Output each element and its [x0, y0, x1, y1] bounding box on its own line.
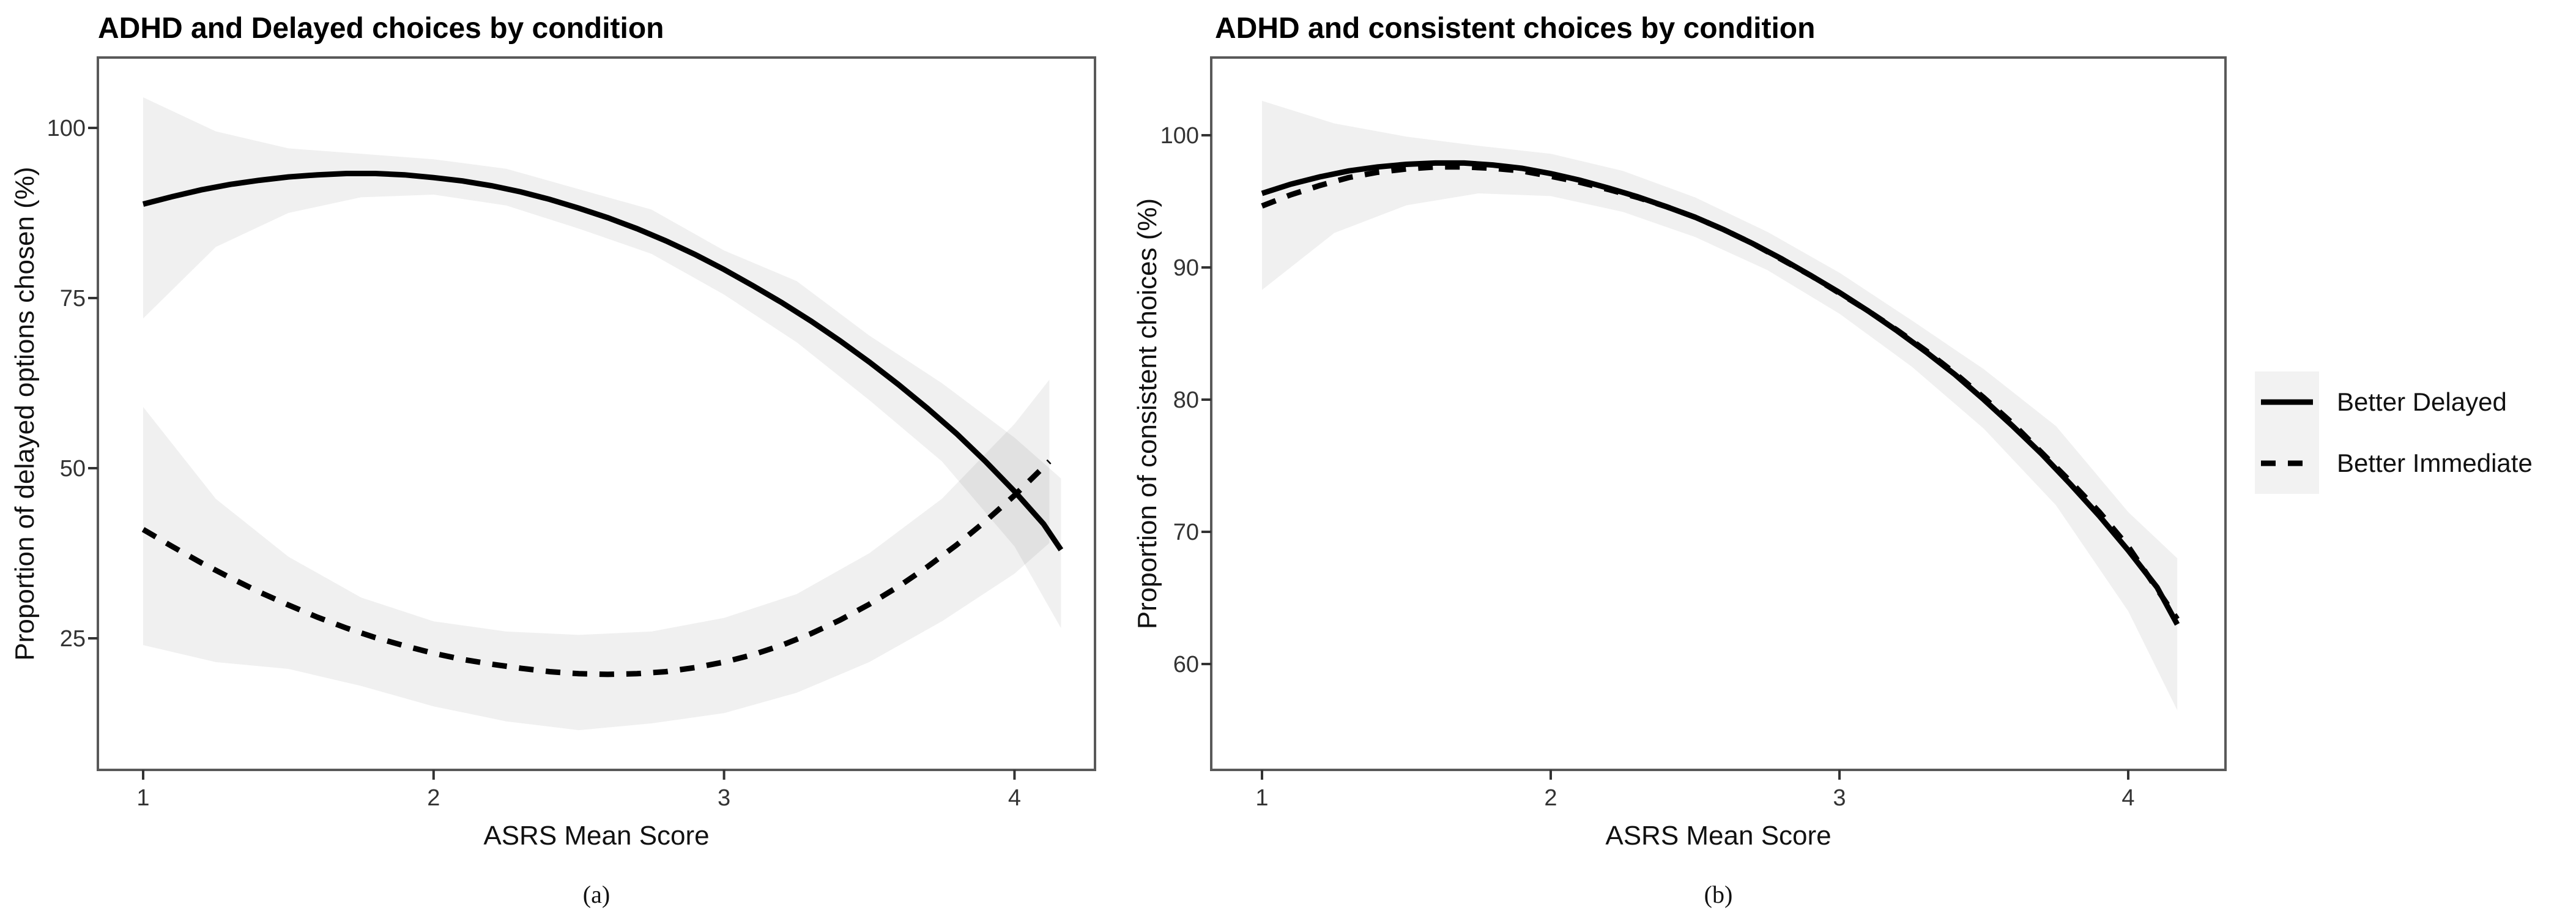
panel-b-x-axis-title: ASRS Mean Score	[1605, 821, 1831, 851]
panel-a-title: ADHD and Delayed choices by condition	[98, 12, 664, 45]
legend-label-better-immediate: Better Immediate	[2337, 449, 2533, 477]
panel-border	[97, 56, 1096, 771]
x-axis-tick-label: 2	[427, 785, 440, 811]
x-axis-tick-label: 1	[136, 785, 149, 811]
panel-a-caption: (a)	[583, 881, 610, 908]
y-axis-tick-label: 25	[60, 626, 86, 652]
confidence-band-solid	[1262, 100, 2178, 711]
series-line-solid	[1261, 160, 2180, 626]
panel-border	[1210, 56, 2227, 771]
legend-label-better-delayed: Better Delayed	[2337, 387, 2507, 416]
panel-b-y-axis-title: Proportion of consistent choices (%)	[1132, 198, 1162, 629]
series-line-dashed	[1261, 164, 2180, 621]
y-axis-tick-label: 50	[60, 456, 86, 482]
confidence-band-dashed	[143, 379, 1050, 731]
confidence-band-solid	[143, 97, 1061, 629]
y-axis-tick-label: 60	[1173, 652, 1199, 677]
x-axis-tick-label: 1	[1255, 785, 1268, 811]
y-axis-tick-label: 80	[1173, 387, 1199, 413]
y-axis-tick-label: 70	[1173, 520, 1199, 545]
panel-a-y-axis-title: Proportion of delayed options chosen (%)	[10, 166, 40, 660]
panel-b-title: ADHD and consistent choices by condition	[1215, 12, 1815, 45]
panel-b-caption: (b)	[1704, 881, 1733, 908]
panel-b-plot-area: 100 90 80 70 60 1 2 3 4	[1160, 56, 2227, 811]
panel-a-plot-area: 100 75 50 25 1 2 3 4	[47, 56, 1096, 811]
y-axis-tick-label: 100	[47, 116, 86, 141]
y-axis-tick-label: 100	[1160, 123, 1199, 149]
series-line-solid	[142, 171, 1064, 551]
x-axis-tick-label: 3	[1833, 785, 1846, 811]
x-axis-tick-label: 4	[1008, 785, 1021, 811]
x-axis-tick-label: 2	[1544, 785, 1557, 811]
panel-a-x-axis-title: ASRS Mean Score	[483, 821, 709, 851]
y-axis-tick-label: 90	[1173, 255, 1199, 281]
series-line-dashed	[141, 459, 1052, 677]
x-axis-tick-label: 4	[2121, 785, 2134, 811]
legend: Better Delayed Better Immediate	[2255, 371, 2533, 494]
y-axis-tick-label: 75	[60, 286, 86, 312]
x-axis-tick-label: 3	[718, 785, 730, 811]
